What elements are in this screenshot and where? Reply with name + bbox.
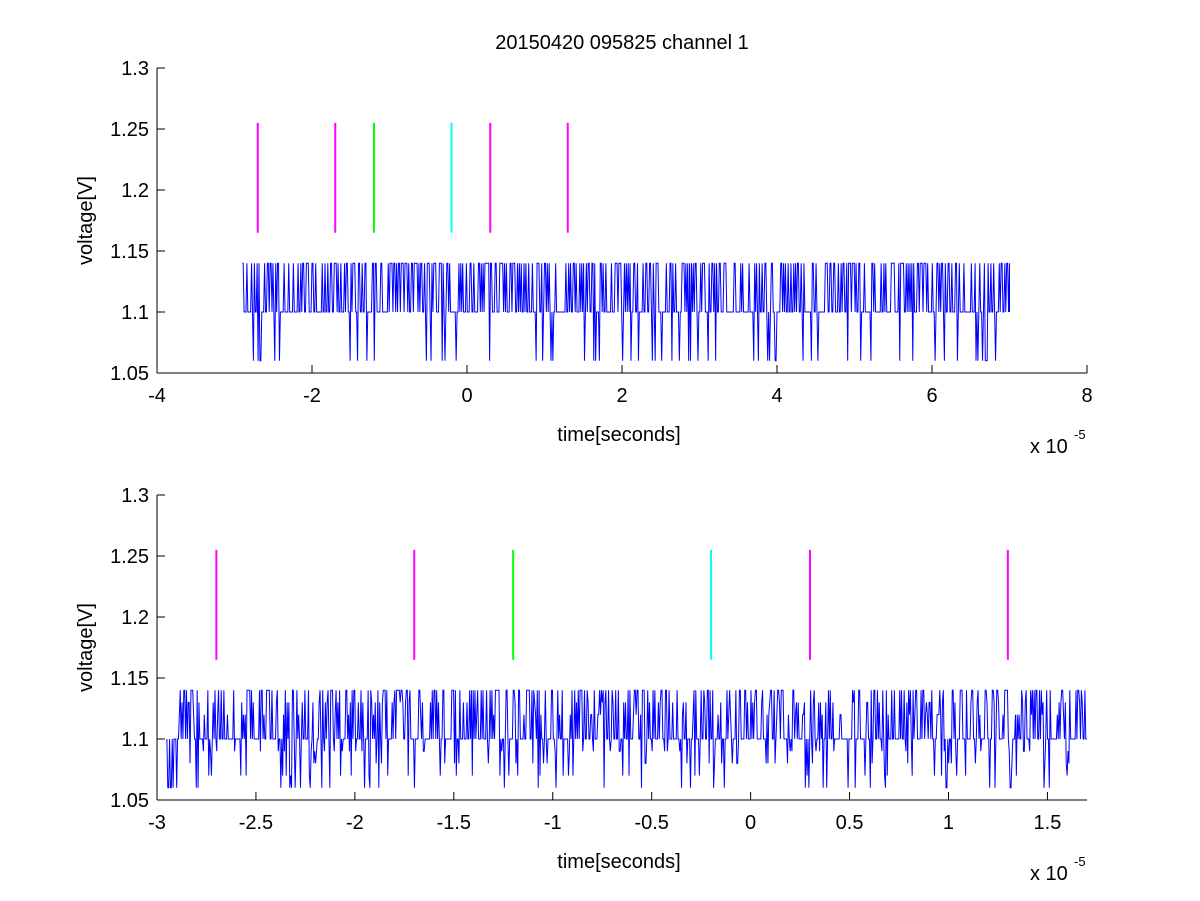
voltage-trace: [242, 262, 1010, 362]
x-tick-label: 0.5: [836, 812, 864, 834]
x-tick-label: -3: [148, 812, 166, 834]
x-tick-label: -2: [303, 385, 321, 407]
voltage-trace: [166, 689, 1087, 789]
y-tick-label: 1.2: [121, 607, 149, 629]
x-tick-label: 8: [1081, 385, 1092, 407]
x-tick-label: -2.5: [239, 812, 273, 834]
x-tick-label: -4: [148, 385, 166, 407]
x-exponent-value: -5: [1074, 854, 1086, 869]
x-tick-label: 1.5: [1034, 812, 1062, 834]
x-axis-label: time[seconds]: [557, 851, 680, 873]
figure-title: 20150420 095825 channel 1: [495, 32, 749, 54]
y-tick-label: 1.3: [121, 485, 149, 507]
x-tick-label: 1: [943, 812, 954, 834]
y-tick-label: 1.15: [110, 241, 149, 263]
y-tick-label: 1.2: [121, 180, 149, 202]
x-tick-label: -1: [544, 812, 562, 834]
x-tick-label: -1.5: [437, 812, 471, 834]
x-exponent-label: x 10: [1030, 436, 1068, 458]
x-tick-label: -0.5: [634, 812, 668, 834]
x-exponent-label: x 10: [1030, 863, 1068, 885]
y-tick-label: 1.25: [110, 119, 149, 141]
top-subplot: 1.05 1.1 1.15 1.2 1.25 1.3 -4 -2 0 2 4 6 8 time[secon…: [75, 58, 1093, 458]
x-tick-label: 6: [926, 385, 937, 407]
bottom-subplot: 1.05 1.1 1.15 1.2 1.25 1.3 -3 -2.5 -2 -1.5 -1 -0.5 0…: [75, 485, 1087, 885]
x-exponent-value: -5: [1074, 427, 1086, 442]
x-tick-label: -2: [346, 812, 364, 834]
x-tick-label: 0: [745, 812, 756, 834]
y-tick-label: 1.15: [110, 668, 149, 690]
y-tick-label: 1.05: [110, 363, 149, 385]
y-tick-label: 1.1: [121, 302, 149, 324]
x-tick-label: 2: [616, 385, 627, 407]
y-tick-label: 1.3: [121, 58, 149, 80]
y-axis-label: voltage[V]: [75, 603, 97, 692]
y-axis-label: voltage[V]: [75, 176, 97, 265]
y-tick-label: 1.25: [110, 546, 149, 568]
x-axis-label: time[seconds]: [557, 424, 680, 446]
x-tick-label: 0: [461, 385, 472, 407]
y-tick-label: 1.1: [121, 729, 149, 751]
y-tick-label: 1.05: [110, 790, 149, 812]
x-tick-label: 4: [771, 385, 782, 407]
